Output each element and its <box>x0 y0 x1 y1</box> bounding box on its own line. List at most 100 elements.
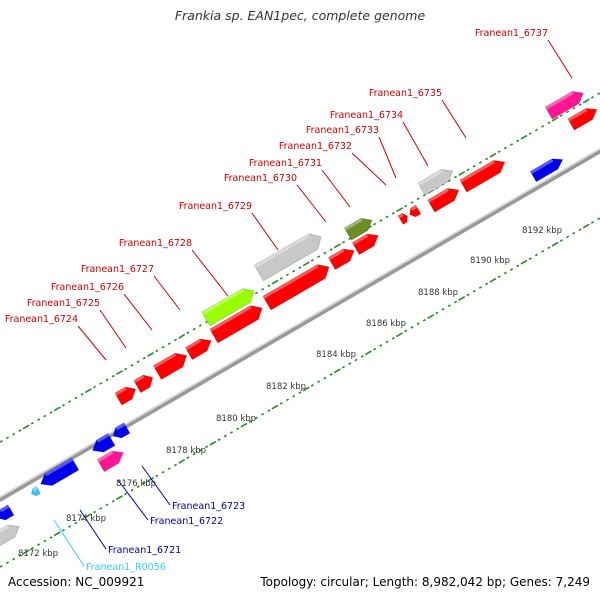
gene-arrow[interactable] <box>209 301 266 344</box>
outer-tick <box>298 266 302 269</box>
gene-arrow[interactable] <box>459 156 509 193</box>
inner-tick <box>503 271 507 275</box>
outer-tick <box>74 396 78 400</box>
outer-tick <box>155 349 159 353</box>
inner-tick <box>447 304 451 308</box>
gene-label[interactable]: Franean1_6737 <box>475 28 548 39</box>
gene-label[interactable]: Franean1_6723 <box>172 501 245 512</box>
inner-tick <box>229 431 234 434</box>
gene-label[interactable]: Franean1_6722 <box>150 516 223 527</box>
gene-label[interactable]: Franean1_6728 <box>119 238 192 249</box>
map-title: Frankia sp. EAN1pec, complete genome <box>174 8 426 23</box>
outer-tick <box>116 370 123 376</box>
gene-label[interactable]: Franean1_6727 <box>81 264 154 275</box>
gene-arrow[interactable] <box>0 520 23 546</box>
outer-tick <box>385 215 389 219</box>
gene-label[interactable]: Franean1_6724 <box>5 314 78 325</box>
gene-arrow[interactable] <box>351 229 382 255</box>
inner-tick <box>124 492 128 496</box>
outer-tick <box>379 219 383 222</box>
inner-tick <box>566 235 570 239</box>
outer-tick <box>520 134 528 140</box>
outer-tick <box>373 222 377 226</box>
inner-tick <box>410 326 414 329</box>
outer-tick <box>254 291 258 295</box>
gene-arrow[interactable] <box>253 229 325 282</box>
outer-tick <box>472 164 476 168</box>
gene-arrow[interactable] <box>343 214 375 241</box>
inner-tick <box>578 228 582 231</box>
outer-tick <box>53 406 61 412</box>
inner-tick <box>422 318 426 322</box>
outer-tick <box>333 243 341 249</box>
outer-tick <box>453 175 458 179</box>
inner-tick <box>192 452 196 456</box>
outer-tick <box>61 403 65 407</box>
outer-tick <box>93 385 97 389</box>
gene-arrow[interactable] <box>262 260 333 311</box>
outer-tick <box>147 352 155 357</box>
outer-tick <box>285 273 290 277</box>
gene-label[interactable]: Franean1_6735 <box>369 88 442 99</box>
inner-tick <box>142 481 146 485</box>
inner-tick <box>466 293 470 297</box>
scale-label: 8176 kbp <box>116 479 156 489</box>
gene-arrow[interactable] <box>96 446 127 472</box>
inner-tick <box>254 416 258 420</box>
inner-tick <box>147 477 155 482</box>
gene-arrow[interactable] <box>0 504 15 523</box>
inner-tick <box>285 398 290 402</box>
gene-arrow[interactable] <box>133 371 157 393</box>
outer-tick <box>37 418 41 421</box>
inner-tick <box>0 565 3 568</box>
outer-tick <box>292 269 296 273</box>
gene-arrow[interactable] <box>30 486 41 498</box>
inner-tick <box>427 314 435 319</box>
inner-tick <box>497 275 501 279</box>
gene-label[interactable]: Franean1_6731 <box>249 158 322 169</box>
gene-label[interactable]: Franean1_6726 <box>51 282 124 293</box>
inner-tick <box>198 449 202 452</box>
gene-arrow[interactable] <box>327 244 358 270</box>
gene-label[interactable]: Franean1_6733 <box>306 125 379 136</box>
gene-arrow[interactable] <box>397 212 410 225</box>
inner-tick <box>209 440 217 446</box>
gene-arrow[interactable] <box>152 349 190 380</box>
inner-tick <box>261 412 265 416</box>
gene-label[interactable]: Franean1_6721 <box>108 545 181 556</box>
inner-tick <box>279 402 283 405</box>
gene-arrow[interactable] <box>417 165 456 196</box>
inner-tick <box>559 239 563 242</box>
inner-tick <box>453 300 458 304</box>
gene-arrow[interactable] <box>89 433 116 456</box>
inner-tick <box>292 394 296 398</box>
outer-tick <box>478 161 482 164</box>
gene-label[interactable]: Franean1_6730 <box>224 173 297 184</box>
gene-arrow[interactable] <box>529 154 565 183</box>
gene-label[interactable]: Franean1_6732 <box>279 141 352 152</box>
inner-tick <box>53 531 61 537</box>
outer-tick <box>572 106 576 110</box>
gene-arrow[interactable] <box>114 383 139 406</box>
gene-arrow[interactable] <box>407 204 422 219</box>
gene-arrow[interactable] <box>427 184 463 213</box>
outer-tick <box>161 345 165 349</box>
outer-tick <box>458 170 466 176</box>
gene-label[interactable]: Franean1_6729 <box>179 201 252 212</box>
outer-tick <box>43 414 47 418</box>
gene-arrow[interactable] <box>184 334 215 360</box>
outer-tick <box>578 103 582 106</box>
gene-label[interactable]: Franean1_6725 <box>27 298 100 309</box>
outer-tick <box>271 279 279 285</box>
inner-tick <box>84 513 92 519</box>
genome-backbone <box>0 147 600 503</box>
gene-label[interactable]: Franean1_6734 <box>330 110 403 121</box>
gene-arrow[interactable] <box>201 284 258 327</box>
gene-label[interactable]: Franean1_R0056 <box>86 562 166 573</box>
gene-arrow[interactable] <box>544 87 587 120</box>
gene-arrow[interactable] <box>567 104 600 131</box>
gene-arrow[interactable] <box>37 457 80 490</box>
outer-tick <box>317 255 321 259</box>
gene-arrow[interactable] <box>110 422 131 441</box>
